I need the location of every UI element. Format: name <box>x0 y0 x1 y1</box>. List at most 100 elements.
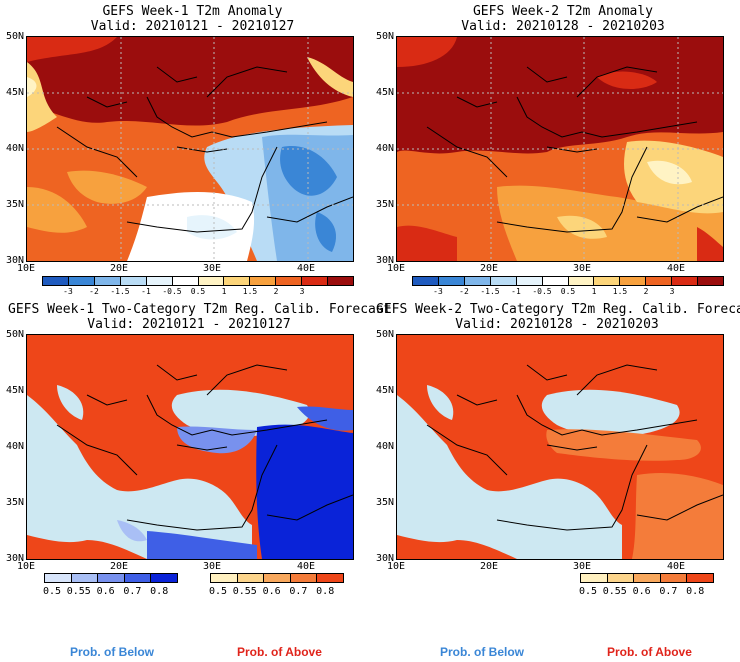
panel4-above-swatch-4 <box>687 574 713 582</box>
panel2-colorbar-label: 1 <box>591 287 597 296</box>
panel3-title-line1: GEFS Week-1 Two-Category T2m Reg. Calib.… <box>8 302 392 317</box>
panel2-colorbar-swatch-7 <box>594 277 621 285</box>
panel3-below-swatch-4 <box>151 574 177 582</box>
panel1-lon-10e: 10E <box>16 263 36 274</box>
panel4-lon-20e: 20E <box>479 561 499 572</box>
panel1-title-line1: GEFS Week-1 T2m Anomaly <box>102 4 283 19</box>
panel2-colorbar-swatch-1 <box>438 277 465 285</box>
panel3-below-label: 0.6 <box>96 586 115 597</box>
panel1-colorbar-swatch-1 <box>68 277 95 285</box>
panel2-lat-30n: 30N <box>375 255 394 266</box>
prob-above-caption-right: Prob. of Above <box>607 645 692 659</box>
panel4-above-label: 0.7 <box>659 586 678 597</box>
panel1-colorbar-swatch-7 <box>224 277 251 285</box>
panel1-colorbar-label: -3 <box>63 287 73 296</box>
panel4-above-label: 0.8 <box>686 586 705 597</box>
panel3-below-label: 0.8 <box>150 586 169 597</box>
panel2-colorbar-swatch-10 <box>672 277 699 285</box>
panel2-colorbar-label: 1.5 <box>612 287 628 296</box>
panel4-lat-30n: 30N <box>375 553 394 564</box>
panel3-below-swatch-3 <box>124 574 152 582</box>
panel1-colorbar-swatch-6 <box>198 277 225 285</box>
panel2-lon-30e: 30E <box>572 263 592 274</box>
panel3-above-swatch-2 <box>264 574 291 582</box>
panel3-title: GEFS Week-1 Two-Category T2m Reg. Calib.… <box>8 302 392 332</box>
panel3-above-label: 0.7 <box>289 586 308 597</box>
panel1-colorbar-swatch-2 <box>94 277 121 285</box>
panel1-colorbar-swatch-5 <box>172 277 199 285</box>
panel1-colorbar-label: -1 <box>141 287 151 296</box>
panel1-title: GEFS Week-1 T2m Anomaly Valid: 20210121 … <box>30 4 355 34</box>
panel1-title-line2: Valid: 20210121 - 20210127 <box>90 19 295 34</box>
prob-above-caption-left: Prob. of Above <box>237 645 322 659</box>
panel4-lat-35n: 35N <box>375 497 394 508</box>
panel1-lat-30n: 30N <box>5 255 24 266</box>
panel4-lat-45n: 45N <box>375 385 394 396</box>
panel1-colorbar-swatch-4 <box>146 277 173 285</box>
panel1-lat-45n: 45N <box>5 87 24 98</box>
panel2-map <box>396 36 724 262</box>
panel3-below-swatch-1 <box>71 574 99 582</box>
panel4-above-colorbar <box>580 573 714 583</box>
panel2-colorbar-swatch-6 <box>568 277 595 285</box>
panel2-title: GEFS Week-2 T2m Anomaly Valid: 20210128 … <box>398 4 728 34</box>
panel2-colorbar-swatch-2 <box>464 277 491 285</box>
panel4-above-swatch-3 <box>660 574 688 582</box>
panel4-lon-30e: 30E <box>572 561 592 572</box>
panel4-map <box>396 334 724 560</box>
panel2-lon-10e: 10E <box>386 263 406 274</box>
panel1-colorbar-swatch-0 <box>43 277 69 285</box>
panel3-lon-20e: 20E <box>109 561 129 572</box>
panel4-lat-40n: 40N <box>375 441 394 452</box>
panel3-below-label: 0.55 <box>66 586 91 597</box>
panel2-colorbar-label: -3 <box>433 287 443 296</box>
panel2-lat-45n: 45N <box>375 87 394 98</box>
panel1-colorbar-label: 1.5 <box>242 287 258 296</box>
panel2-colorbar-swatch-0 <box>413 277 439 285</box>
panel4-probability-field <box>397 335 723 559</box>
panel4-above-label: 0.55 <box>602 586 627 597</box>
panel4-title-line1: GEFS Week-2 Two-Category T2m Reg. Calib.… <box>376 302 740 317</box>
panel1-anomaly-field <box>27 37 353 261</box>
panel3-above-label: 0.55 <box>232 586 257 597</box>
panel3-map <box>26 334 354 560</box>
panel4-above-swatch-1 <box>607 574 635 582</box>
panel2-colorbar-label: -2 <box>459 287 469 296</box>
panel3-above-swatch-4 <box>317 574 343 582</box>
panel3-probability-field <box>27 335 353 559</box>
panel2-lat-40n: 40N <box>375 143 394 154</box>
panel2-lat-35n: 35N <box>375 199 394 210</box>
panel2-colorbar-label: -0.5 <box>532 287 552 296</box>
panel2-title-line2: Valid: 20210128 - 20210203 <box>461 19 665 34</box>
panel1-colorbar-swatch-11 <box>328 277 354 285</box>
panel2-lon-20e: 20E <box>479 263 499 274</box>
panel2-colorbar-label: 0.5 <box>560 287 576 296</box>
panel2-lat-50n: 50N <box>375 31 394 42</box>
panel4-title: GEFS Week-2 Two-Category T2m Reg. Calib.… <box>376 302 740 332</box>
panel3-lat-35n: 35N <box>5 497 24 508</box>
panel2-colorbar-label: -1.5 <box>480 287 500 296</box>
panel3-lon-10e: 10E <box>16 561 36 572</box>
panel1-colorbar-label: 0.5 <box>190 287 206 296</box>
panel3-lat-40n: 40N <box>5 441 24 452</box>
panel2-colorbar-swatch-8 <box>620 277 647 285</box>
panel1-lon-20e: 20E <box>109 263 129 274</box>
panel3-above-label: 0.6 <box>262 586 281 597</box>
panel2-lon-40e: 40E <box>666 263 686 274</box>
panel4-title-line2: Valid: 20210128 - 20210203 <box>455 317 659 332</box>
panel1-colorbar-label: -0.5 <box>162 287 182 296</box>
panel3-below-colorbar <box>44 573 178 583</box>
panel3-below-swatch-0 <box>45 574 72 582</box>
panel1-lat-40n: 40N <box>5 143 24 154</box>
panel2-colorbar-swatch-3 <box>490 277 517 285</box>
panel1-colorbar-swatch-10 <box>302 277 329 285</box>
panel2-anomaly-field <box>397 37 723 261</box>
panel4-lat-50n: 50N <box>375 329 394 340</box>
panel1-colorbar-label: -1.5 <box>110 287 130 296</box>
panel1-lat-50n: 50N <box>5 31 24 42</box>
panel1-map <box>26 36 354 262</box>
panel3-above-swatch-1 <box>237 574 265 582</box>
panel3-lat-30n: 30N <box>5 553 24 564</box>
panel4-lon-10e: 10E <box>386 561 406 572</box>
panel4-above-swatch-0 <box>581 574 608 582</box>
